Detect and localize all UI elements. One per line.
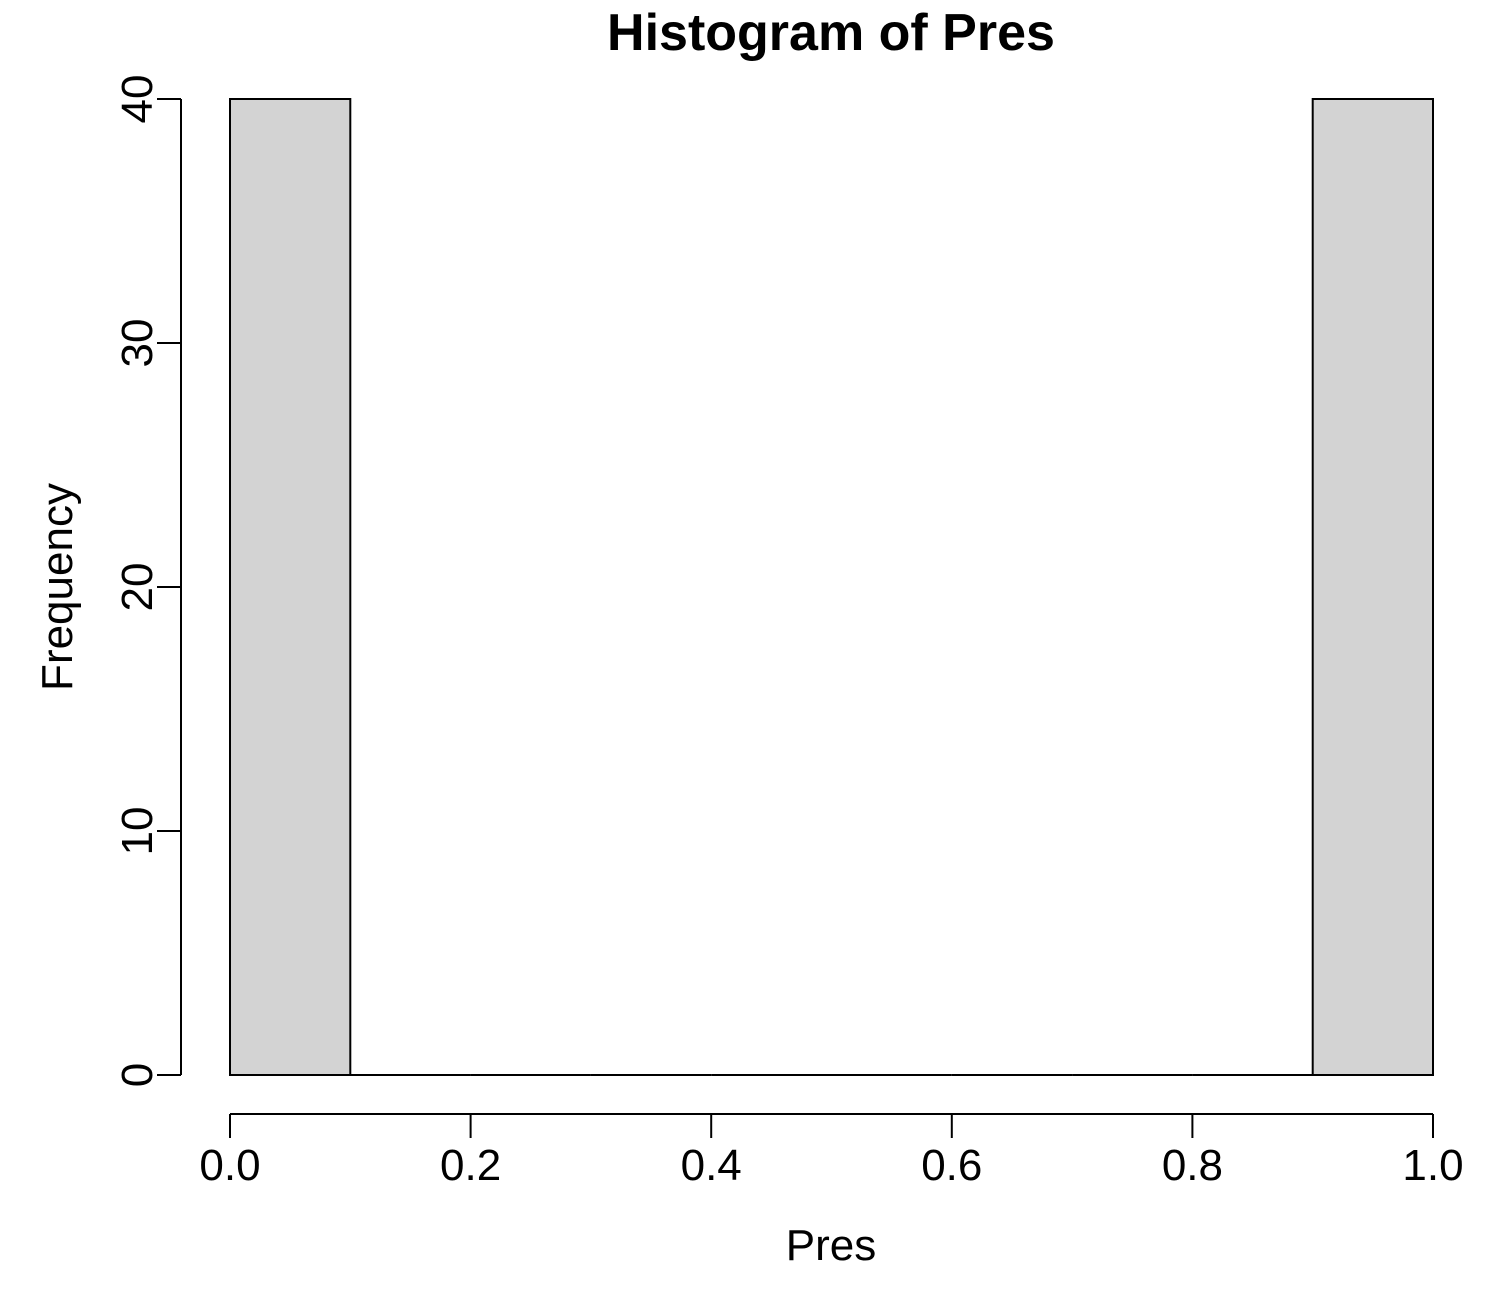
x-axis: 0.0 0.2 0.4 0.6 0.8 1.0 [199,1113,1464,1190]
histogram-bar-0 [229,98,352,1076]
bars-group [229,98,1434,1076]
x-tick-label-1: 0.2 [440,1141,501,1190]
y-axis: 0 10 20 30 40 [113,75,182,1087]
x-tick-label-0: 0.0 [199,1141,260,1190]
x-tick-label-3: 0.6 [921,1141,982,1190]
y-tick-label-3: 30 [113,319,162,368]
x-tick-label-5: 1.0 [1402,1141,1463,1190]
histogram-bar-9 [1311,98,1434,1076]
y-tick-label-1: 10 [113,807,162,856]
y-tick-label-0: 0 [113,1063,162,1087]
chart-title: Histogram of Pres [607,4,1055,62]
y-tick-label-4: 40 [113,75,162,124]
x-tick-label-2: 0.4 [681,1141,742,1190]
x-tick-label-4: 0.8 [1162,1141,1223,1190]
y-axis-label: Frequency [33,483,82,691]
x-axis-label: Pres [786,1221,876,1270]
y-tick-label-2: 20 [113,563,162,612]
